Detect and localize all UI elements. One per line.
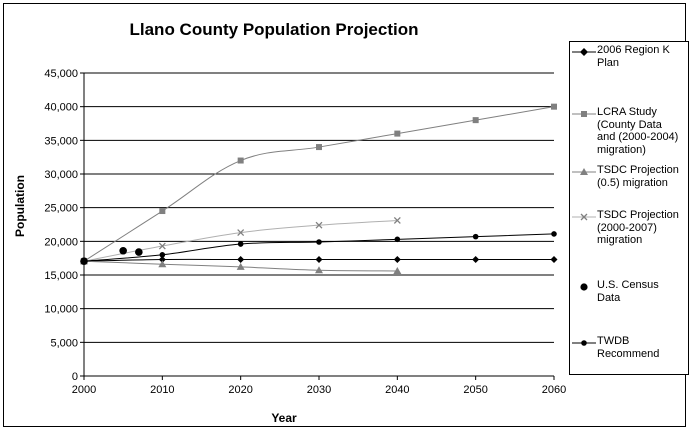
data-point <box>472 233 479 240</box>
data-point <box>472 256 480 264</box>
legend-swatch-lcra-study <box>572 111 596 117</box>
data-point <box>551 103 557 110</box>
y-tick-label: 20,000 <box>44 236 78 248</box>
legend-label-region-k: 2006 Region K Plan <box>597 44 670 69</box>
x-tick-label: 2030 <box>307 384 331 396</box>
series-0 <box>80 256 558 265</box>
chart-title: Llano County Population Projection <box>130 20 419 39</box>
data-point <box>550 256 558 264</box>
x-tick-label: 2020 <box>228 384 252 396</box>
y-tick-label: 45,000 <box>44 68 78 80</box>
chart-frame: Llano County Population Projection 0 5,00… <box>3 3 689 427</box>
data-point <box>158 256 166 264</box>
data-point <box>159 252 166 258</box>
data-point <box>81 258 87 264</box>
y-axis-label: Population <box>13 175 27 237</box>
y-tick-label: 5,000 <box>50 337 78 349</box>
data-point <box>394 236 401 243</box>
data-point <box>119 246 127 255</box>
data-point <box>316 144 322 151</box>
data-point <box>315 221 323 229</box>
data-point <box>393 256 401 264</box>
data-point <box>159 208 166 215</box>
data-point <box>237 229 245 237</box>
data-point <box>158 242 166 250</box>
y-tick-label: 30,000 <box>44 169 78 181</box>
x-tick-label: 2060 <box>542 384 566 396</box>
data-point <box>472 117 479 124</box>
y-tick-label: 35,000 <box>44 135 78 147</box>
legend-swatch-tsdc-05 <box>572 168 596 175</box>
legend: 2006 Region K Plan LCRA Study (County Da… <box>569 41 689 375</box>
data-point <box>315 266 323 274</box>
legend-label-lcra-study: LCRA Study (County Data and (2000-2004) … <box>597 106 679 156</box>
data-point <box>237 157 244 164</box>
legend-label-census: U.S. Census Data <box>597 279 659 304</box>
data-point <box>237 241 244 247</box>
x-tick-label: 2010 <box>150 384 174 396</box>
data-point <box>158 260 167 268</box>
data-point <box>315 256 323 264</box>
series-line-1 <box>83 106 555 262</box>
legend-swatch-twdb <box>572 340 596 346</box>
legend-swatch-census <box>580 283 588 291</box>
data-point <box>394 130 401 137</box>
data-point <box>135 248 143 256</box>
x-tick-label: 2000 <box>72 384 96 396</box>
data-point <box>393 266 402 274</box>
data-point <box>237 256 245 264</box>
data-point <box>551 231 557 237</box>
legend-label-tsdc-05: TSDC Projection (0.5) migration <box>597 164 679 189</box>
legend-label-tsdc-2000-2007: TSDC Projection (2000-2007) migration <box>597 209 679 246</box>
legend-swatch-tsdc-2000-2007 <box>572 213 596 221</box>
series-5 <box>81 231 557 264</box>
data-point <box>236 262 245 270</box>
y-tick-label: 15,000 <box>44 270 78 282</box>
y-tick-label: 0 <box>72 371 78 383</box>
data-point <box>316 239 322 245</box>
legend-label-twdb: TWDB Recommend <box>597 335 660 360</box>
x-tick-label: 2050 <box>463 384 487 396</box>
y-tick-label: 40,000 <box>44 102 78 114</box>
y-tick-label: 25,000 <box>44 203 78 215</box>
y-tick-label: 10,000 <box>44 304 78 316</box>
legend-swatch-region-k <box>572 48 596 56</box>
data-point <box>393 217 401 224</box>
x-tick-label: 2040 <box>385 384 409 396</box>
x-axis-label: Year <box>271 411 297 425</box>
chart-svg: Llano County Population Projection 0 5,00… <box>13 20 566 425</box>
